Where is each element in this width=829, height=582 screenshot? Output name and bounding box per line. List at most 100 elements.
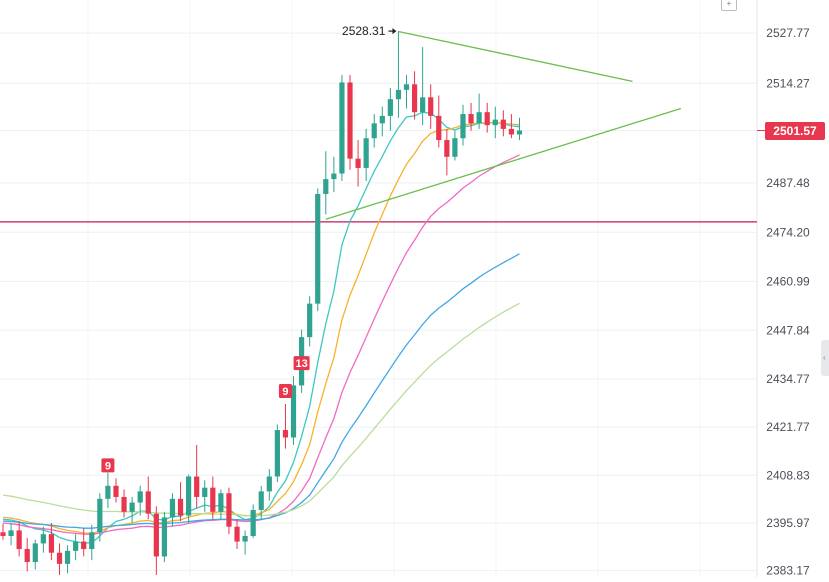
price-tick-label: 2460.99 [766, 274, 810, 288]
candle [444, 128, 450, 176]
candle [492, 106, 498, 139]
candle [363, 128, 369, 181]
candle [226, 487, 232, 535]
candle-body [89, 532, 95, 550]
candle-body [105, 485, 111, 499]
candle-body [387, 99, 393, 116]
candle-body [331, 173, 337, 180]
candle [186, 474, 192, 523]
candle [395, 31, 402, 118]
candle-body [113, 485, 119, 497]
candle-body [403, 84, 410, 90]
candle [145, 476, 151, 520]
candle-body [500, 119, 506, 129]
candle [274, 424, 280, 483]
price-tick-label: 2474.20 [766, 225, 810, 239]
ma-line-2 [2, 121, 520, 535]
candle-body [379, 115, 385, 124]
candlesticks [0, 31, 523, 576]
candle-body [420, 97, 426, 113]
candle [508, 114, 515, 139]
candle-body [266, 476, 272, 492]
price-tick-label: 2527.77 [766, 26, 810, 40]
candle-body [169, 498, 176, 518]
candle [64, 545, 71, 574]
expand-icon[interactable]: + [721, 0, 737, 11]
candle-body [452, 138, 458, 157]
candle [371, 114, 377, 148]
sequence-marker-box [101, 458, 115, 473]
sequence-markers: 9 9 13 [101, 356, 310, 473]
sequence-marker: 13 [293, 356, 310, 371]
candle [121, 489, 127, 518]
sequence-marker-label: 13 [295, 358, 307, 370]
candle [194, 444, 200, 509]
candle-body [250, 509, 256, 536]
candle-body [81, 541, 87, 550]
trendline-2 [325, 107, 682, 220]
candle [24, 537, 30, 572]
candle-body [516, 130, 523, 135]
candle [315, 188, 321, 312]
candle [89, 524, 95, 561]
price-tick-label: 2395.97 [766, 516, 810, 530]
candle [355, 140, 361, 187]
candle [202, 480, 208, 512]
candle [258, 485, 264, 520]
candle [379, 106, 385, 137]
candle-body [339, 82, 345, 174]
candle-body [508, 128, 515, 135]
candle [137, 485, 143, 516]
sequence-marker: 9 [278, 384, 292, 399]
candle [347, 75, 353, 170]
candle-body [177, 498, 184, 516]
price-tick-label: 2383.17 [766, 564, 810, 577]
candle [242, 530, 248, 555]
candle [282, 404, 289, 449]
candle [452, 130, 458, 161]
candle [420, 47, 426, 126]
candle-body [73, 541, 79, 551]
candle [411, 71, 418, 120]
candle-body [64, 550, 71, 564]
candle [0, 523, 6, 540]
candle-body [492, 119, 498, 126]
sequence-marker: 9 [101, 458, 115, 473]
candle [468, 102, 474, 131]
candle-body [16, 530, 22, 550]
candle-body [24, 549, 30, 563]
price-tick-label: 2514.27 [766, 76, 810, 90]
candle [323, 151, 329, 215]
candle-body [56, 552, 63, 564]
candle-body [428, 97, 434, 116]
candle-body [0, 532, 6, 536]
candle-body [347, 82, 353, 159]
candle-body [290, 385, 297, 438]
candle-body [363, 138, 369, 168]
panel-handle-icon[interactable]: ‹ [821, 340, 829, 376]
candle [500, 110, 506, 137]
candle-body [218, 493, 224, 512]
ma-line-5 [2, 302, 520, 517]
candle-body [234, 526, 240, 542]
candle-body [202, 487, 208, 497]
price-tick-label: 2447.84 [766, 323, 810, 337]
candle [129, 496, 135, 523]
candle-body [161, 517, 167, 557]
candle [516, 117, 523, 141]
candle-body [153, 513, 159, 557]
candle [484, 102, 490, 133]
candle-body [444, 140, 450, 157]
sequence-marker-label: 9 [105, 460, 111, 472]
candle-body [186, 476, 192, 516]
price-axis: 2527.77 2514.27 2487.48 2474.20 2460.99 2447.… [757, 26, 810, 578]
candle [73, 534, 79, 561]
candle-body [210, 487, 216, 512]
candle-body [242, 535, 248, 542]
candle-body [226, 493, 232, 527]
moving-averages [2, 111, 520, 544]
candle [250, 504, 256, 538]
candle-body [274, 430, 280, 477]
